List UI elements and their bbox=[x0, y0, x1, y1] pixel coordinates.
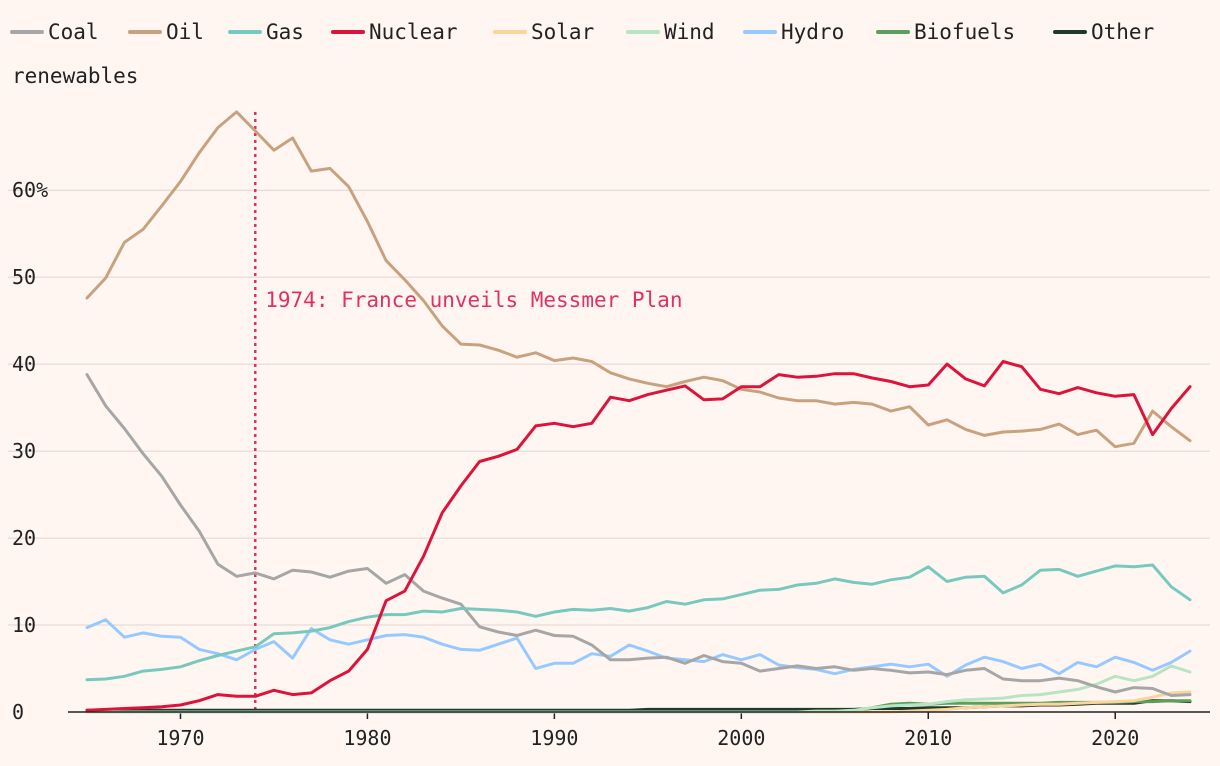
series-line-hydro bbox=[85, 618, 1192, 678]
legend-label: Hydro bbox=[781, 20, 844, 44]
series-line-gas bbox=[85, 563, 1192, 682]
y-tick-label-20: 20 bbox=[12, 526, 36, 550]
legend-item-other-renewables: Other renewables bbox=[12, 20, 1154, 88]
series-line-nuclear bbox=[85, 360, 1192, 712]
legend-item-oil: Oil bbox=[128, 20, 204, 44]
x-tick-label-2020: 2020 bbox=[1091, 726, 1139, 750]
y-tick-label-0: 0 bbox=[12, 700, 24, 724]
legend-item-solar: Solar bbox=[493, 20, 594, 44]
x-tick-label-1980: 1980 bbox=[343, 726, 391, 750]
legend-item-coal: Coal bbox=[10, 20, 99, 44]
chart-legend: Coal Oil Gas Nuclear Solar Wind Hydro Biofuels O… bbox=[10, 20, 1154, 88]
y-axis-ticks: 0 10 20 30 40 50 60% bbox=[12, 178, 48, 724]
y-tick-label-40: 40 bbox=[12, 352, 36, 376]
legend-item-nuclear: Nuclear bbox=[331, 20, 458, 44]
legend-label: Nuclear bbox=[369, 20, 458, 44]
y-tick-label-50: 50 bbox=[12, 265, 36, 289]
legend-item-hydro: Hydro bbox=[743, 20, 844, 44]
series-line-oil bbox=[85, 110, 1192, 449]
y-tick-label-60: 60% bbox=[12, 178, 48, 202]
legend-item-wind: Wind bbox=[626, 20, 715, 44]
y-tick-label-30: 30 bbox=[12, 439, 36, 463]
chart-annotation: 1974: France unveils Messmer Plan bbox=[254, 112, 682, 712]
legend-label: Wind bbox=[664, 20, 715, 44]
legend-label: Gas bbox=[266, 20, 304, 44]
legend-label: Oil bbox=[166, 20, 204, 44]
legend-item-gas: Gas bbox=[228, 20, 304, 44]
x-tick-label-2000: 2000 bbox=[717, 726, 765, 750]
annotation-label: 1974: France unveils Messmer Plan bbox=[265, 288, 682, 312]
y-tick-label-10: 10 bbox=[12, 613, 36, 637]
x-tick-label-1990: 1990 bbox=[530, 726, 578, 750]
legend-label: Biofuels bbox=[914, 20, 1015, 44]
x-axis-ticks: 1970 1980 1990 2000 2010 2020 bbox=[156, 712, 1139, 750]
legend-label: Coal bbox=[48, 20, 99, 44]
chart-series bbox=[85, 110, 1192, 714]
legend-label: Other renewables bbox=[12, 20, 1154, 88]
legend-item-biofuels: Biofuels bbox=[876, 20, 1015, 44]
series-line-coal bbox=[85, 373, 1192, 697]
y-gridlines bbox=[8, 189, 1210, 626]
x-tick-label-1970: 1970 bbox=[156, 726, 204, 750]
legend-label: Solar bbox=[531, 20, 594, 44]
x-tick-label-2010: 2010 bbox=[904, 726, 952, 750]
